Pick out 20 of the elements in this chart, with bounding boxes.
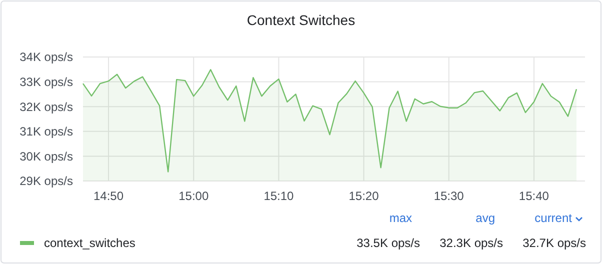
x-tick-label: 15:40	[518, 189, 550, 203]
x-tick-label: 15:00	[178, 189, 209, 203]
y-tick-label: 33K ops/s	[20, 75, 73, 89]
y-tick-label: 31K ops/s	[20, 124, 73, 139]
chart-title: Context Switches	[246, 12, 356, 28]
text: 32.7K ops/s	[522, 236, 586, 250]
text: 32.3K ops/s	[440, 236, 503, 250]
x-tick-label: 15:10	[264, 189, 294, 203]
y-tick-label: 32K ops/s	[20, 100, 73, 114]
text: 33.5K ops/s	[356, 236, 420, 250]
legend-label: context_switches	[44, 236, 136, 250]
y-tick-label: 34K ops/s	[20, 50, 73, 64]
y-tick-label: 30K ops/s	[20, 149, 73, 164]
x-tick-label: 15:20	[348, 189, 380, 203]
x-tick-label: 14:50	[94, 189, 124, 203]
text: max	[389, 211, 412, 225]
text: current	[534, 211, 573, 225]
y-tick-label: 29K ops/s	[20, 174, 73, 188]
text: avg	[476, 211, 495, 225]
x-tick-label: 15:30	[434, 189, 464, 203]
